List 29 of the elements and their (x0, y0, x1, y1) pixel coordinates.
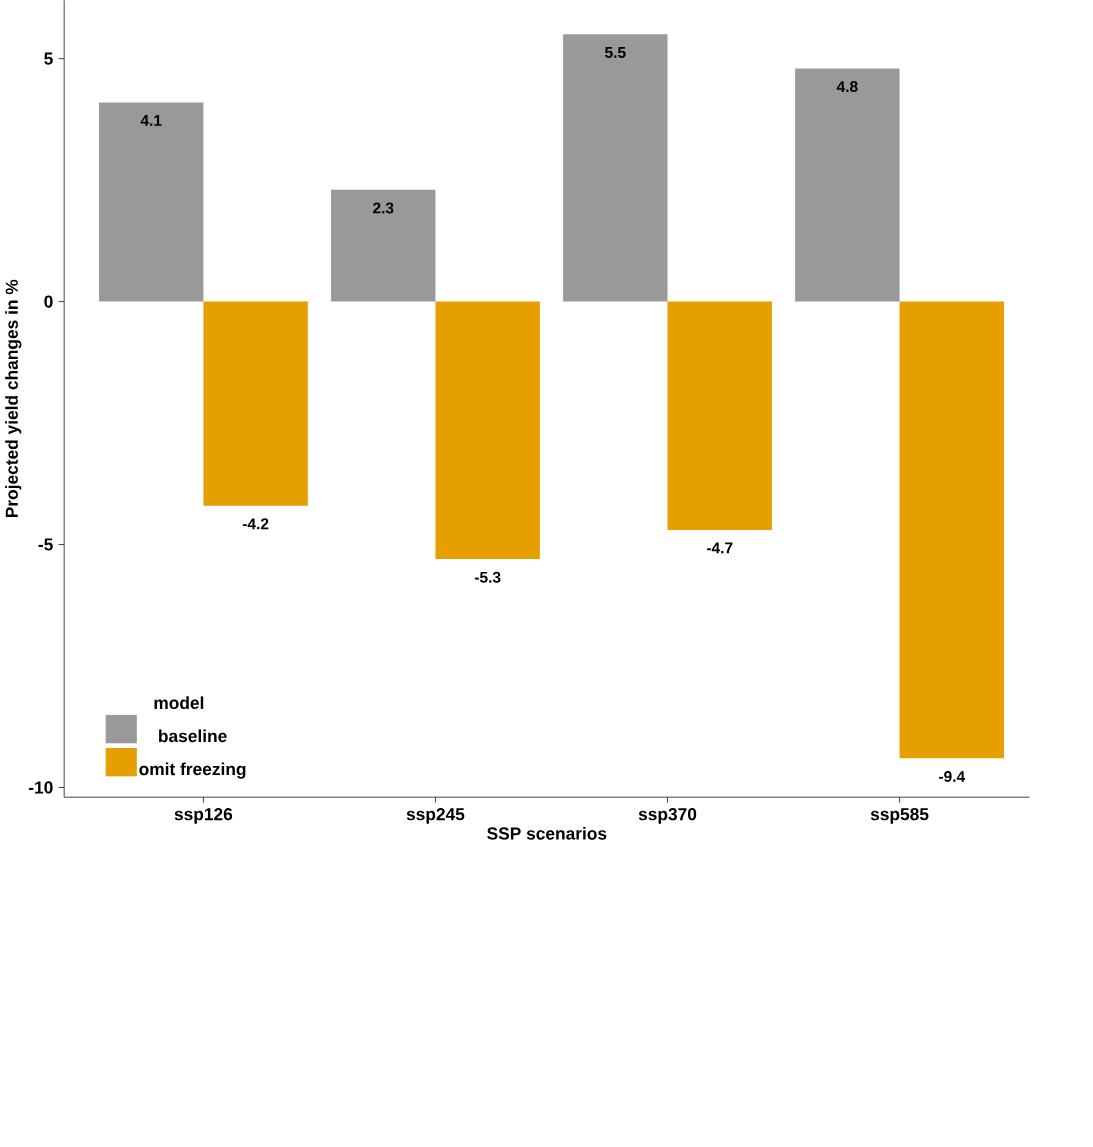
bar (667, 301, 772, 530)
bar (331, 189, 436, 302)
bar (98, 102, 204, 302)
data-label: 2.3 (372, 202, 394, 214)
x-tick-label: ssp585 (870, 808, 929, 824)
x-tick-label: ssp245 (406, 808, 465, 824)
data-label: 5.5 (604, 47, 626, 58)
data-label: -4.2 (242, 518, 269, 530)
data-label: -4.7 (706, 542, 733, 554)
bar (203, 301, 308, 506)
x-tick-label: ssp126 (174, 808, 233, 824)
data-label: -9.4 (938, 770, 966, 782)
data-label: 4.8 (836, 81, 858, 93)
data-label: -5.3 (474, 571, 501, 583)
data-label: 4.1 (140, 115, 162, 126)
legend-label: baseline (159, 729, 227, 743)
y-axis-title: Projected yield changes in % (5, 279, 22, 518)
y-tick-label: -5 (38, 538, 53, 551)
bar (435, 301, 540, 560)
bar (795, 68, 900, 302)
bar (899, 301, 1004, 759)
x-tick-label: ssp370 (638, 808, 697, 824)
bar (563, 34, 668, 302)
x-axis-title: SSP scenarios (487, 826, 607, 840)
y-tick-label: 0 (44, 295, 53, 308)
y-tick-label: -10 (28, 781, 53, 794)
legend-label: omit freezing (139, 762, 246, 779)
legend-title: model (154, 696, 204, 710)
y-tick-label: 5 (44, 52, 53, 65)
